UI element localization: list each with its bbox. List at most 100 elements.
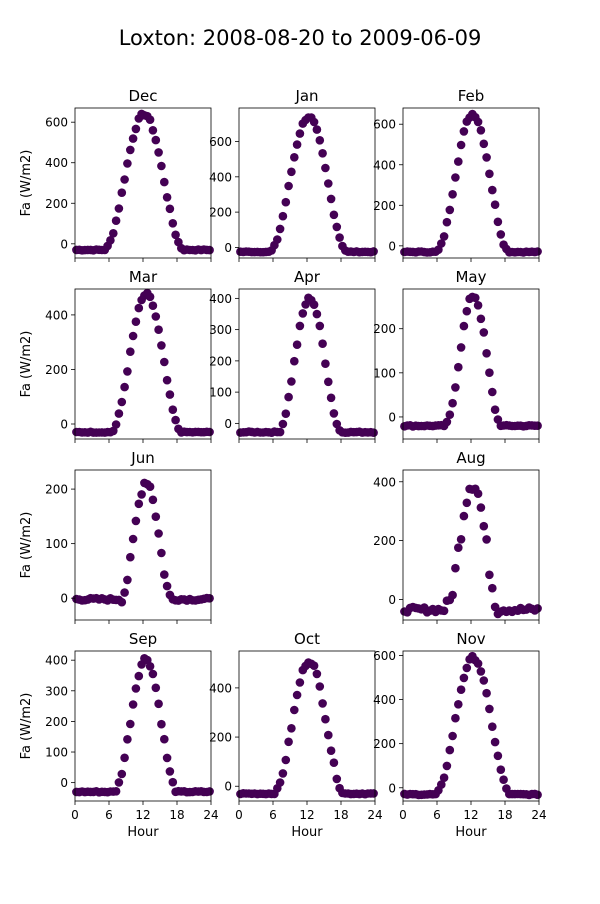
data-point xyxy=(326,393,336,403)
data-point xyxy=(120,588,129,597)
data-point xyxy=(126,347,135,357)
data-point xyxy=(131,684,141,693)
y-tick-label: 600 xyxy=(209,135,232,149)
data-point xyxy=(168,777,178,787)
data-point xyxy=(451,713,460,723)
data-point xyxy=(148,301,158,311)
data-point xyxy=(462,663,472,673)
data-point xyxy=(309,661,319,670)
data-point xyxy=(476,314,486,324)
x-tick-label: 18 xyxy=(333,808,348,822)
data-point xyxy=(117,769,127,779)
data-point xyxy=(332,774,342,784)
data-point xyxy=(324,730,333,740)
data-point xyxy=(126,145,135,155)
y-tick-label: 200 xyxy=(209,354,232,368)
y-tick-label: 200 xyxy=(45,483,68,497)
data-point xyxy=(284,737,293,747)
y-tick-label: 600 xyxy=(373,649,396,663)
data-point xyxy=(476,667,486,676)
data-point xyxy=(131,124,141,134)
data-point xyxy=(471,293,480,303)
x-tick-label: 24 xyxy=(531,808,546,822)
data-point xyxy=(321,359,330,369)
data-point xyxy=(533,790,542,800)
data-point xyxy=(145,292,155,302)
data-point xyxy=(439,606,449,616)
y-tick-label: 0 xyxy=(60,237,68,251)
data-point xyxy=(290,705,299,715)
data-point xyxy=(151,512,161,521)
data-point xyxy=(315,136,325,145)
data-point xyxy=(448,590,457,600)
y-tick-label: 300 xyxy=(45,684,68,698)
data-point xyxy=(369,789,378,798)
data-point xyxy=(456,685,466,694)
subplot-title: Dec xyxy=(128,87,157,105)
subplot-title: May xyxy=(455,268,486,286)
data-point xyxy=(109,229,118,238)
data-point xyxy=(148,495,158,505)
data-point xyxy=(488,387,497,397)
data-point xyxy=(154,699,163,709)
x-tick-label: 18 xyxy=(169,808,184,822)
data-point xyxy=(490,602,500,612)
data-point xyxy=(318,149,327,158)
data-point xyxy=(493,751,503,761)
data-point xyxy=(154,529,163,538)
data-point xyxy=(493,217,503,227)
data-point xyxy=(128,331,138,341)
data-point xyxy=(287,167,296,177)
data-point xyxy=(295,129,305,138)
subplot-may: May 0 100 200 xyxy=(373,268,542,443)
y-tick-label: 100 xyxy=(45,746,68,760)
data-point xyxy=(451,173,460,182)
x-axis-label: Hour xyxy=(455,825,487,840)
y-tick-label: 100 xyxy=(209,386,232,400)
data-point xyxy=(479,676,489,685)
data-point xyxy=(315,682,325,691)
subplot-title: Sep xyxy=(129,630,157,648)
subplot-title: Aug xyxy=(456,449,485,467)
data-point xyxy=(329,409,339,418)
y-tick-label: 200 xyxy=(45,197,68,211)
x-tick-label: 0 xyxy=(399,808,407,822)
x-axis-label: Hour xyxy=(127,825,159,840)
data-point xyxy=(312,669,322,679)
data-point xyxy=(131,516,141,526)
y-tick-label: 100 xyxy=(45,537,68,551)
data-point xyxy=(329,210,339,220)
data-point xyxy=(168,405,178,415)
data-point xyxy=(451,563,460,573)
x-tick-label: 12 xyxy=(299,808,314,822)
data-point xyxy=(111,420,121,429)
axes-frame xyxy=(402,107,540,259)
data-point xyxy=(459,673,469,683)
y-tick-label: 400 xyxy=(209,681,232,695)
data-point xyxy=(145,482,155,492)
data-point xyxy=(369,247,378,256)
data-point xyxy=(315,321,325,331)
y-tick-label: 200 xyxy=(45,715,68,729)
data-point xyxy=(160,357,169,367)
data-point xyxy=(324,377,333,387)
axes-frame xyxy=(238,107,376,259)
data-point xyxy=(171,415,180,425)
y-tick-label: 400 xyxy=(373,475,396,489)
data-point xyxy=(126,719,135,729)
data-point xyxy=(157,341,166,350)
data-point xyxy=(479,139,489,149)
data-point xyxy=(485,704,494,714)
subplot-dec: Dec 0 200 400 600 Fa (W/m2) xyxy=(19,87,214,262)
data-point xyxy=(160,734,169,744)
subplot-title: Jun xyxy=(130,449,154,467)
data-point xyxy=(485,570,494,580)
data-point xyxy=(488,583,497,593)
data-point xyxy=(148,126,158,135)
x-tick-label: 24 xyxy=(367,808,382,822)
data-point xyxy=(281,409,291,419)
data-point xyxy=(292,140,302,149)
y-tick-label: 0 xyxy=(388,781,396,795)
subplot-nov: Nov 0 200 400 600 0 6 12 18 24 Hour xyxy=(373,630,547,840)
